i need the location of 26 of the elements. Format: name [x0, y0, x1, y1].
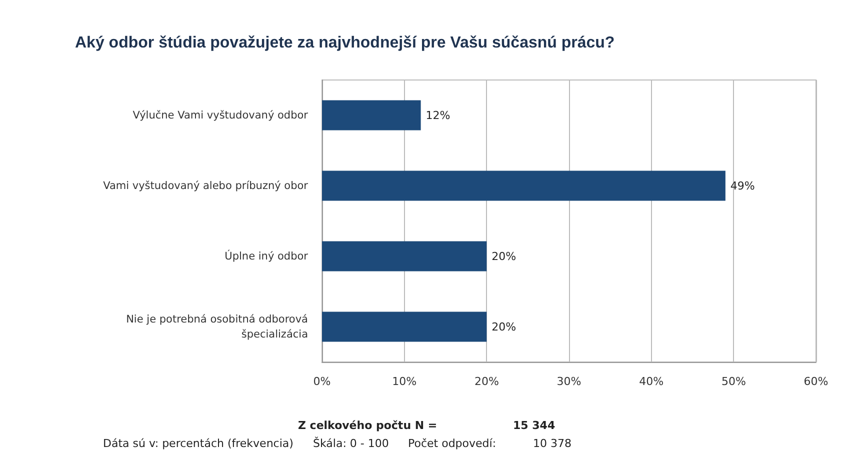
bar: [322, 100, 421, 130]
text: Škála: 0 - 100: [313, 436, 389, 450]
x-tick-label: 10%: [392, 375, 417, 388]
text: Z celkového počtu N =: [298, 419, 438, 432]
x-tick-label: 40%: [639, 375, 664, 388]
x-tick-label: 30%: [556, 375, 582, 388]
y-tick-label: Vami vyštudovaný alebo príbuzný obor: [103, 180, 309, 192]
y-tick-label: Úplne iný odbor: [224, 249, 309, 262]
text: Dáta sú v: percentách (frekvencia): [103, 437, 294, 450]
data-label: 12%: [426, 108, 450, 122]
text: 15 344: [513, 419, 556, 432]
x-tick-label: 60%: [804, 375, 828, 388]
text: 10 378: [533, 437, 572, 450]
text: Počet odpovedí:: [408, 437, 496, 450]
x-tick-label: 50%: [721, 375, 746, 388]
y-tick-label: Nie je potrebná osobitná odborová špecializácia: [126, 313, 308, 340]
bar: [322, 241, 487, 272]
data-label: 20%: [492, 250, 516, 263]
bar: [322, 312, 487, 342]
y-tick-label: Výlučne Vami vyštudovaný odbor: [132, 109, 309, 122]
bar: [322, 170, 726, 201]
data-label: 20%: [492, 320, 516, 334]
x-tick-label: 20%: [474, 375, 499, 388]
data-label: 49%: [730, 179, 755, 192]
chart-title: Aký odbor štúdia považujete za najvhodnejší pre Vašu súčasnú prácu?: [75, 34, 615, 52]
x-tick-label: 0%: [313, 375, 331, 388]
